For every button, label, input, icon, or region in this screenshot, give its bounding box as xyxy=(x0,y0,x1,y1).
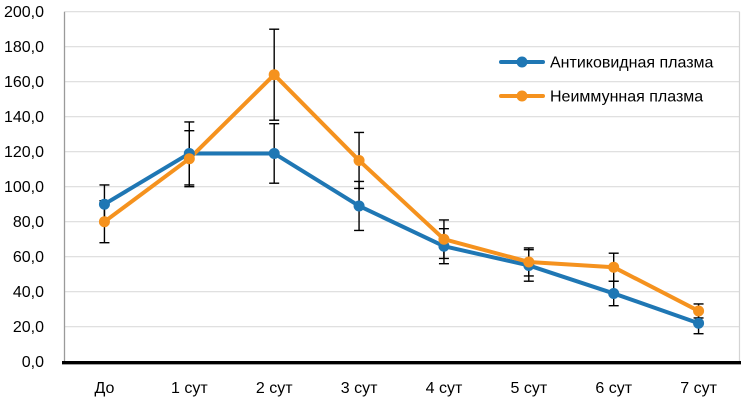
x-axis-tick-label: 6 сут xyxy=(595,380,632,397)
series-1-marker xyxy=(98,198,110,210)
series-2-marker xyxy=(183,153,195,165)
y-axis-tick-label: 140,0 xyxy=(4,109,44,126)
series-2-marker xyxy=(438,233,450,245)
x-axis-tick-label: 5 сут xyxy=(510,380,547,397)
series-2-marker xyxy=(523,256,535,268)
y-axis-tick-label: 200,0 xyxy=(4,4,44,21)
y-axis-tick-label: 60,0 xyxy=(13,249,44,266)
series-2-line xyxy=(102,72,701,313)
y-axis-tick-label: 80,0 xyxy=(13,214,44,231)
legend-label: Неиммунная плазма xyxy=(550,89,703,106)
x-axis-tick-label: 7 сут xyxy=(680,380,717,397)
series-1-marker xyxy=(693,317,705,329)
x-axis-tick-label: До xyxy=(94,380,114,397)
series-2-marker xyxy=(353,154,365,166)
legend-marker-icon xyxy=(516,56,528,68)
series-2-marker xyxy=(693,305,705,317)
series-2-marker xyxy=(268,69,280,81)
x-axis-tick-label: 4 сут xyxy=(426,380,463,397)
y-axis-tick-label: 40,0 xyxy=(13,284,44,301)
legend-marker-icon xyxy=(516,90,528,102)
series-2-marker xyxy=(608,261,620,273)
x-axis-tick-label: 1 сут xyxy=(171,380,208,397)
x-axis-tick-label: 3 сут xyxy=(341,380,378,397)
y-axis-tick-label: 180,0 xyxy=(4,39,44,56)
series-1-marker xyxy=(353,200,365,212)
series-1-line xyxy=(102,151,701,326)
y-axis-tick-label: 160,0 xyxy=(4,74,44,91)
y-axis-tick-label: 20,0 xyxy=(13,319,44,336)
y-axis-tick-label: 0,0 xyxy=(22,354,44,371)
y-axis-tick-label: 120,0 xyxy=(4,144,44,161)
series-1-marker xyxy=(608,287,620,299)
y-axis-tick-label: 100,0 xyxy=(4,179,44,196)
series-2-marker xyxy=(98,216,110,228)
series-1-marker xyxy=(268,147,280,159)
x-axis-tick-label: 2 сут xyxy=(256,380,293,397)
legend-label: Антиковидная плазма xyxy=(550,55,714,72)
